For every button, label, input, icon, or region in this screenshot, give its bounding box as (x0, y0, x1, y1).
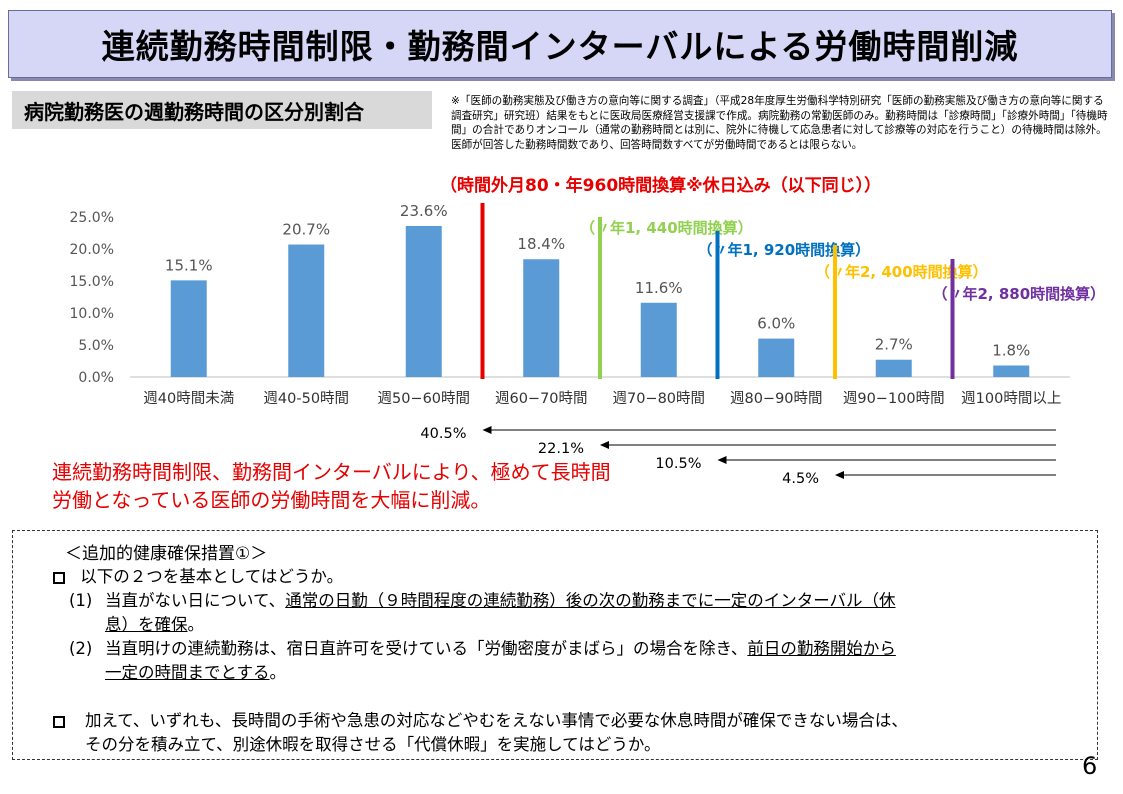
x-tick-label: 週40時間未満 (143, 390, 234, 407)
item-2-text-a: 当直明けの連続勤務は、宿日直許可を受けている「労働密度がまばら」の場合を除き、 (105, 639, 748, 658)
measures-item-2-text: 当直明けの連続勤務は、宿日直許可を受けている「労働密度がまばら」の場合を除き、前… (105, 637, 1095, 685)
y-tick-label: 0.0% (78, 370, 114, 386)
item-2-text-c: 一定の時間までとする (105, 663, 270, 682)
measures-item-1-text: 当直がない日について、通常の日勤（９時間程度の連続勤務）後の次の勤務までに一定の… (105, 589, 1085, 637)
y-tick-label: 25.0% (70, 210, 114, 226)
bullet-2-line-2: その分を積み立て、別途休暇を取得させる「代償休暇」を実施してはどうか。 (85, 735, 661, 754)
health-measures-box: ＜追加的健康確保措置①＞ 以下の２つを基本としてはどうか。 (1) 当直がない日… (12, 530, 1098, 760)
data-label: 15.1% (165, 256, 213, 274)
square-bullet-icon (53, 715, 65, 728)
bar (640, 302, 677, 377)
page-title: 連続勤務時間制限・勤務間インターバルによる労働時間削減 (101, 27, 1019, 66)
measures-bullet-2-text: 加えて、いずれも、長時間の手術や急患の対応などやむをえない事情で必要な休息時間が… (85, 709, 1095, 757)
cumulative-label: 40.5% (420, 426, 466, 442)
x-tick-label: 週80−90時間 (730, 390, 823, 407)
item-1-text-a: 当直がない日について、 (105, 591, 286, 610)
arrowhead-left-icon (835, 471, 844, 479)
bar-chart: 0.0% 5.0% 10.0% 15.0% 20.0% 25.0% 15.1% 週40時間未満… (70, 202, 1106, 485)
item-2-number: (2) (69, 639, 93, 658)
y-tick-label: 20.0% (70, 242, 114, 258)
chart-subtitle: 病院勤務医の週勤務時間の区分別割合 (24, 99, 364, 124)
x-tick-label: 週60−70時間 (495, 390, 588, 407)
item-1-text-d: 。 (187, 615, 205, 634)
conclusion-text: 連続勤務時間制限、勤務間インターバルにより、極めて長時間 労働となっている医師の… (52, 458, 752, 514)
measures-item-1: (1) (69, 589, 92, 613)
x-tick-label: 週90−100時間 (843, 390, 945, 407)
measures-heading: ＜追加的健康確保措置①＞ (65, 544, 268, 564)
measures-bullet-1: 以下の２つを基本としてはどうか。 (53, 565, 343, 589)
x-tick-label: 週40-50時間 (263, 390, 349, 407)
item-1-text-c: 息）を確保 (105, 615, 188, 634)
item-1-text-b: 通常の日勤（９時間程度の連続勤務）後の次の勤務までに一定のインターバル（休 (285, 591, 896, 610)
bar (170, 280, 207, 377)
x-tick-label: 週100時間以上 (961, 390, 1061, 407)
conclusion-line-1: 連続勤務時間制限、勤務間インターバルにより、極めて長時間 (52, 460, 611, 484)
title-banner: 連続勤務時間制限・勤務間インターバルによる労働時間削減 (8, 10, 1112, 78)
chart-subtitle-box: 病院勤務医の週勤務時間の区分別割合 (12, 91, 432, 129)
bar (523, 259, 560, 377)
x-tick-label: 週50−60時間 (377, 390, 470, 407)
threshold-label: （〃年2, 400時間換算） (815, 263, 988, 281)
data-label: 1.8% (992, 341, 1030, 359)
arrowhead-left-icon (717, 456, 727, 464)
data-label: 11.6% (635, 279, 683, 297)
item-1-number: (1) (69, 591, 93, 610)
y-tick-label: 10.0% (70, 306, 114, 322)
bullet-1-text: 以下の２つを基本としてはどうか。 (80, 567, 344, 586)
threshold-label: （〃年1, 440時間換算） (580, 219, 753, 237)
y-tick-label: 5.0% (78, 338, 114, 354)
threshold-label: （〃年2, 880時間換算） (933, 285, 1106, 303)
bullet-2-line-1: 加えて、いずれも、長時間の手術や急患の対応などやむをえない事情で必要な休息時間が… (85, 711, 908, 730)
data-label: 2.7% (875, 336, 913, 354)
measures-bullet-2 (53, 709, 65, 733)
y-tick-label: 15.0% (70, 274, 114, 290)
data-label: 20.7% (282, 221, 330, 239)
arrowhead-left-icon (600, 441, 609, 449)
bar (993, 365, 1030, 377)
bar (405, 225, 442, 377)
measures-item-2: (2) (69, 637, 92, 661)
cumulative-label: 10.5% (655, 456, 701, 472)
data-label: 6.0% (757, 315, 795, 333)
arrowhead-left-icon (482, 426, 492, 434)
square-bullet-icon (53, 571, 65, 584)
threshold-red-label: （時間外月80・年960時間換算※休日込み（以下同じ）） (440, 176, 882, 196)
source-note: ※「医師の勤務実態及び働き方の意向等に関する調査」（平成28年度厚生労働科学特別… (451, 95, 1108, 151)
bar (288, 244, 325, 377)
page-number: 6 (1082, 752, 1098, 780)
item-2-text-d: 。 (269, 663, 287, 682)
data-label: 23.6% (400, 202, 448, 220)
bar (758, 338, 795, 377)
cumulative-label: 22.1% (538, 441, 584, 457)
threshold-label: （〃年1, 920時間換算） (698, 241, 871, 259)
x-tick-label: 週70−80時間 (612, 390, 705, 407)
bar (875, 359, 912, 377)
item-2-text-b: 前日の勤務開始から (747, 639, 896, 658)
conclusion-line-2: 労働となっている医師の労働時間を大幅に削減。 (52, 488, 491, 512)
cumulative-label: 4.5% (782, 471, 819, 485)
data-label: 18.4% (517, 235, 565, 253)
